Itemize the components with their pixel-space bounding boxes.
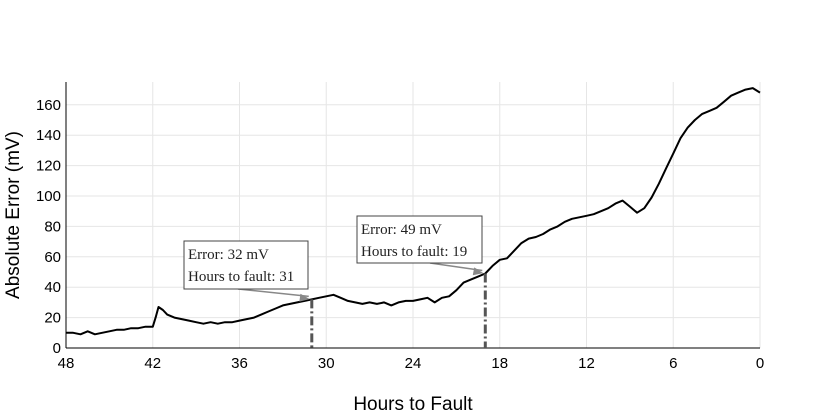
y-tick-label: 100 [36, 188, 61, 205]
axes [65, 82, 760, 349]
annotation-arrow [237, 288, 309, 298]
annotations: Error: 32 mV Hours to fault: 31 Error: 49 … [183, 215, 487, 348]
y-tick-label: 60 [44, 249, 61, 266]
y-tick-label: 160 [36, 97, 61, 114]
annotation-error-text: Error: 32 mV [188, 247, 269, 263]
y-tick-label: 140 [36, 127, 61, 144]
annotation-box [183, 240, 309, 290]
x-tick-label: 12 [578, 355, 595, 372]
x-tick-label: 18 [491, 355, 508, 372]
y-tick-label: 20 [44, 310, 61, 327]
x-tick-label: 36 [231, 355, 248, 372]
y-axis-title: Absolute Error (mV) [3, 131, 24, 299]
series [66, 87, 761, 336]
y-tick-label: 120 [36, 158, 61, 175]
x-axis-title: Hours to Fault [353, 394, 473, 415]
y-tick-label: 0 [53, 340, 61, 357]
annotation-error-text: Error: 49 mV [361, 222, 442, 238]
annotation-arrowhead [299, 293, 310, 302]
annotation-hours-text: Hours to fault: 31 [188, 269, 294, 285]
x-tick-label: 6 [669, 355, 677, 372]
annotation-hours-text: Hours to fault: 19 [361, 244, 467, 260]
x-tick-label: 0 [756, 355, 764, 372]
annotation-arrow [429, 262, 483, 272]
y-tick-label: 40 [44, 279, 61, 296]
y-tick-label: 80 [44, 218, 61, 235]
x-tick-label: 42 [144, 355, 161, 372]
x-tick-label: 48 [58, 355, 75, 372]
annotation-arrowhead [472, 267, 484, 276]
series-line [66, 87, 761, 336]
annotation-box [356, 215, 483, 264]
x-tick-label: 30 [318, 355, 335, 372]
grid [65, 82, 761, 349]
x-tick-label: 24 [405, 355, 422, 372]
